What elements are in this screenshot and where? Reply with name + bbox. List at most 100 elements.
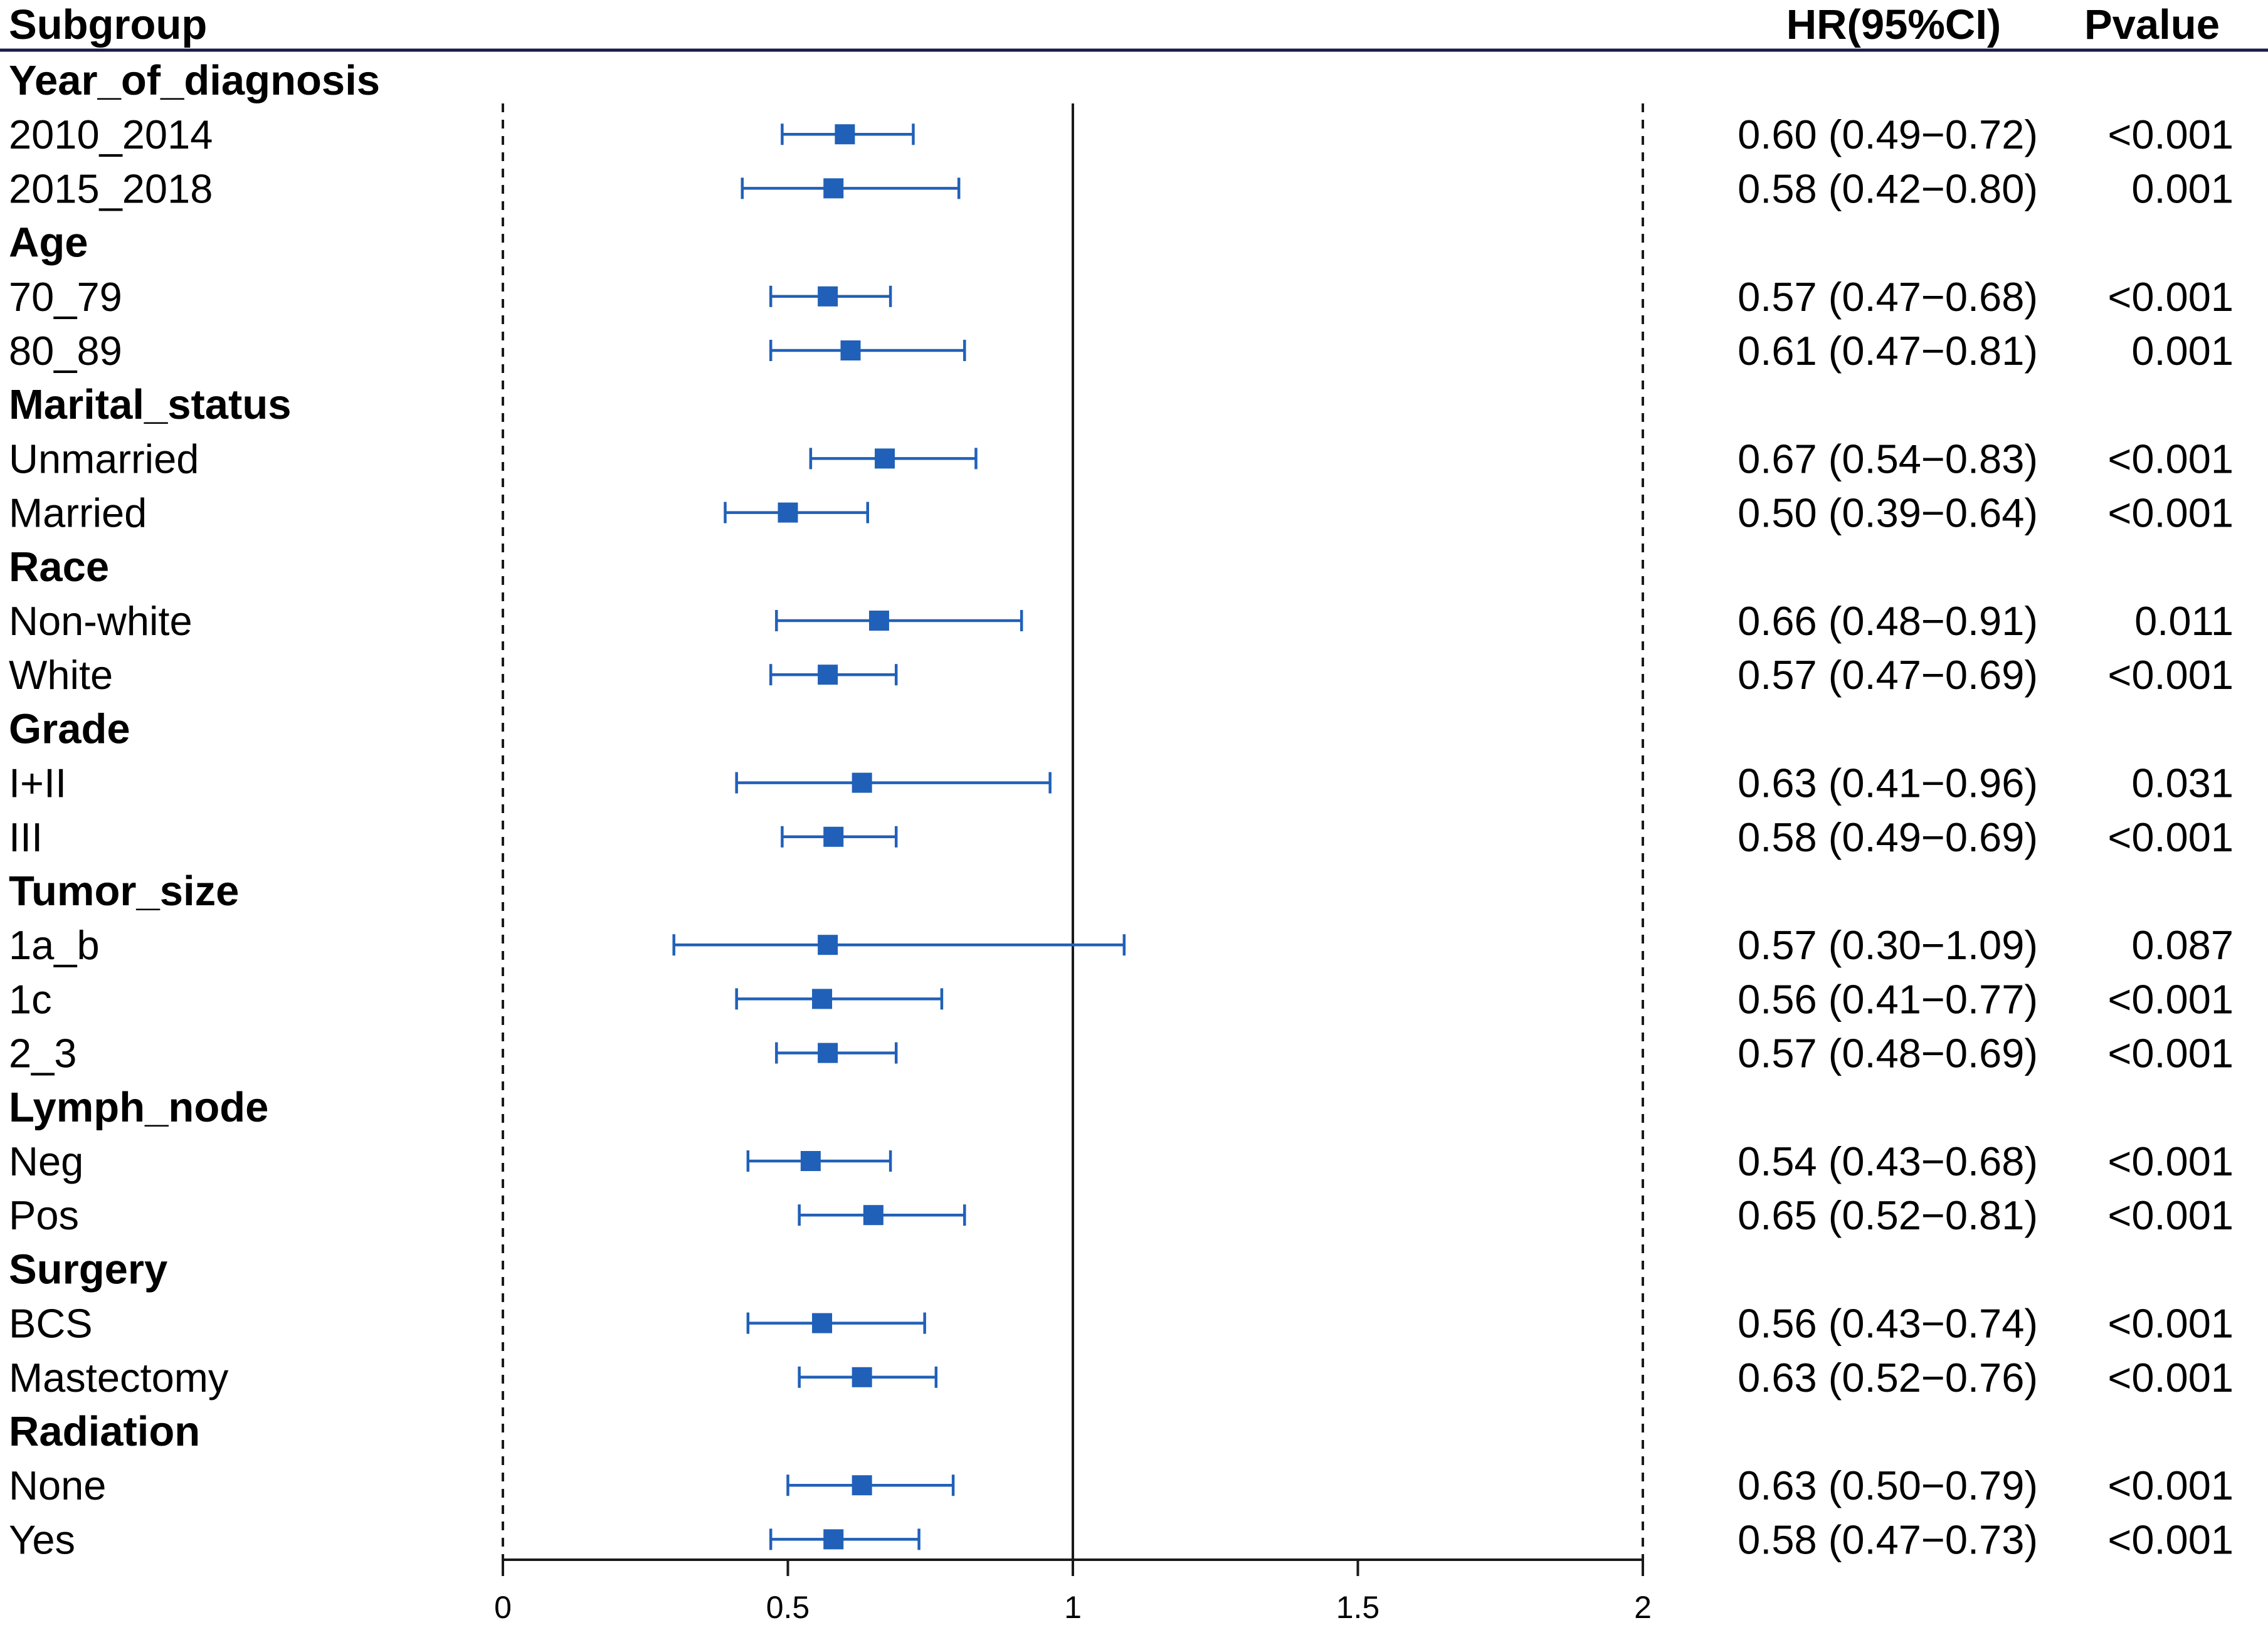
- hr-ci-value: 0.66 (0.48−0.91): [1738, 598, 2038, 644]
- subgroup-label: Neg: [9, 1138, 83, 1184]
- hr-point-marker: [852, 772, 872, 793]
- subgroup-row: 1a_b 0.57 (0.30−1.09) 0.087: [9, 922, 2234, 968]
- subgroup-label: None: [9, 1463, 106, 1508]
- hr-point-marker: [818, 286, 838, 307]
- hr-point-marker: [778, 502, 798, 523]
- subgroup-label: Pos: [9, 1192, 79, 1238]
- p-value: 0.001: [2131, 328, 2234, 374]
- hr-point-marker: [800, 1151, 821, 1171]
- hr-point-marker: [852, 1367, 872, 1387]
- group-label: Marital_status: [9, 381, 292, 428]
- p-value: <0.001: [2107, 274, 2234, 320]
- subgroup-label: 80_89: [9, 328, 122, 374]
- subgroup-row: Neg 0.54 (0.43−0.68) <0.001: [9, 1138, 2234, 1184]
- subgroup-row: Yes 0.58 (0.47−0.73) <0.001: [9, 1516, 2234, 1562]
- hr-point-marker: [823, 1529, 844, 1550]
- hr-ci-value: 0.57 (0.48−0.69): [1738, 1031, 2038, 1076]
- subgroup-row: I+II 0.63 (0.41−0.96) 0.031: [9, 760, 2234, 806]
- group-label: Race: [9, 544, 109, 591]
- x-tick-label: 0.5: [766, 1590, 810, 1625]
- subgroup-row: 70_79 0.57 (0.47−0.68) <0.001: [9, 274, 2234, 320]
- subgroup-label: Yes: [9, 1516, 75, 1562]
- p-value: 0.087: [2131, 922, 2234, 968]
- p-value: <0.001: [2107, 976, 2234, 1022]
- group-row: Surgery: [9, 1246, 167, 1293]
- subgroup-label: 1c: [9, 976, 52, 1022]
- hr-ci-value: 0.58 (0.49−0.69): [1738, 814, 2038, 860]
- hr-point-marker: [868, 611, 889, 631]
- group-label: Radiation: [9, 1408, 200, 1455]
- subgroup-row: BCS 0.56 (0.43−0.74) <0.001: [9, 1301, 2234, 1347]
- hr-ci-value: 0.58 (0.42−0.80): [1738, 166, 2038, 211]
- subgroup-label: 2010_2014: [9, 112, 213, 157]
- group-row: Marital_status: [9, 381, 292, 428]
- subgroup-row: Pos 0.65 (0.52−0.81) <0.001: [9, 1192, 2234, 1238]
- group-row: Grade: [9, 705, 130, 752]
- subgroup-label: 2015_2018: [9, 166, 213, 211]
- subgroup-row: Married 0.50 (0.39−0.64) <0.001: [9, 490, 2234, 536]
- subgroup-label: 1a_b: [9, 922, 100, 968]
- group-label: Tumor_size: [9, 868, 239, 915]
- hr-point-marker: [835, 124, 855, 145]
- hr-ci-value: 0.63 (0.50−0.79): [1738, 1463, 2038, 1508]
- hr-ci-value: 0.61 (0.47−0.81): [1738, 328, 2038, 374]
- p-value: <0.001: [2107, 1192, 2234, 1238]
- subgroup-label: Mastectomy: [9, 1355, 229, 1401]
- subgroup-row: None 0.63 (0.50−0.79) <0.001: [9, 1463, 2234, 1508]
- group-row: Age: [9, 219, 88, 266]
- hr-ci-value: 0.67 (0.54−0.83): [1738, 436, 2038, 481]
- subgroup-row: 2015_2018 0.58 (0.42−0.80) 0.001: [9, 166, 2234, 211]
- subgroup-row: 2_3 0.57 (0.48−0.69) <0.001: [9, 1031, 2234, 1076]
- p-value: <0.001: [2107, 112, 2234, 157]
- x-tick-label: 1: [1064, 1590, 1082, 1625]
- p-value: <0.001: [2107, 1355, 2234, 1401]
- reference-lines: [502, 103, 1644, 1560]
- pvalue-header: Pvalue: [2084, 1, 2220, 48]
- subgroup-label: White: [9, 652, 113, 698]
- subgroup-row: Non-white 0.66 (0.48−0.91) 0.011: [9, 598, 2234, 644]
- p-value: <0.001: [2107, 436, 2234, 481]
- hr-point-marker: [818, 1043, 838, 1063]
- x-tick-label: 2: [1634, 1590, 1652, 1625]
- group-row: Year_of_diagnosis: [9, 57, 380, 104]
- hr-ci-value: 0.56 (0.41−0.77): [1738, 976, 2038, 1022]
- table-header: Subgroup HR(95%CI) Pvalue: [0, 1, 2268, 52]
- hr-point-marker: [840, 340, 861, 360]
- subgroup-row: Unmarried 0.67 (0.54−0.83) <0.001: [9, 436, 2234, 481]
- x-tick-label: 1.5: [1336, 1590, 1380, 1625]
- p-value: <0.001: [2107, 1138, 2234, 1184]
- subgroup-label: III: [9, 814, 43, 860]
- group-label: Lymph_node: [9, 1084, 268, 1131]
- hr-point-marker: [852, 1475, 872, 1496]
- group-label: Grade: [9, 705, 130, 752]
- subgroup-header: Subgroup: [9, 1, 207, 48]
- hr-point-marker: [863, 1205, 883, 1226]
- p-value: <0.001: [2107, 1463, 2234, 1508]
- hr-point-marker: [818, 665, 838, 685]
- hr-point-marker: [812, 1313, 833, 1333]
- subgroup-label: Married: [9, 490, 147, 536]
- p-value: 0.011: [2134, 598, 2234, 644]
- p-value: <0.001: [2107, 490, 2234, 536]
- hr-ci-value: 0.57 (0.30−1.09): [1738, 922, 2038, 968]
- subgroup-row: 2010_2014 0.60 (0.49−0.72) <0.001: [9, 112, 2234, 157]
- hr-ci-value: 0.63 (0.41−0.96): [1738, 760, 2038, 806]
- hr-ci-value: 0.57 (0.47−0.68): [1738, 274, 2038, 320]
- group-label: Surgery: [9, 1246, 167, 1293]
- group-row: Tumor_size: [9, 868, 239, 915]
- x-tick-label: 0: [494, 1590, 512, 1625]
- subgroup-row: Mastectomy 0.63 (0.52−0.76) <0.001: [9, 1355, 2234, 1401]
- subgroup-label: Non-white: [9, 598, 193, 644]
- group-label: Age: [9, 219, 88, 266]
- hr-point-marker: [875, 448, 895, 469]
- p-value: 0.001: [2131, 166, 2234, 211]
- x-axis: 0 0.5 1 1.5 2: [494, 1558, 1652, 1625]
- subgroup-label: I+II: [9, 760, 66, 806]
- hr-point-marker: [823, 826, 844, 847]
- group-row: Lymph_node: [9, 1084, 268, 1131]
- p-value: <0.001: [2107, 652, 2234, 698]
- p-value: <0.001: [2107, 1301, 2234, 1347]
- subgroup-label: BCS: [9, 1301, 93, 1347]
- hr-ci-value: 0.56 (0.43−0.74): [1738, 1301, 2038, 1347]
- group-row: Race: [9, 544, 109, 591]
